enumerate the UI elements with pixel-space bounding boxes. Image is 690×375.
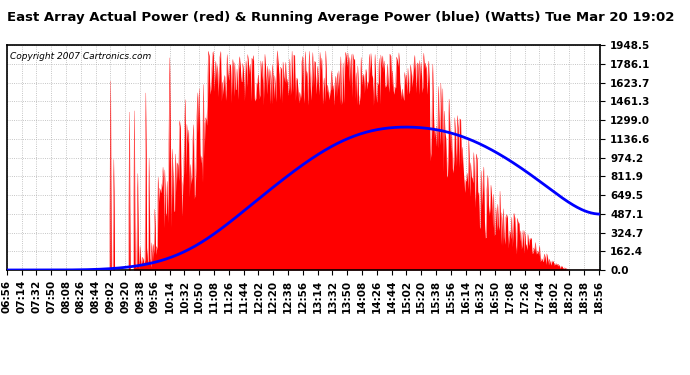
Text: Copyright 2007 Cartronics.com: Copyright 2007 Cartronics.com — [10, 52, 151, 61]
Text: East Array Actual Power (red) & Running Average Power (blue) (Watts) Tue Mar 20 : East Array Actual Power (red) & Running … — [7, 11, 674, 24]
